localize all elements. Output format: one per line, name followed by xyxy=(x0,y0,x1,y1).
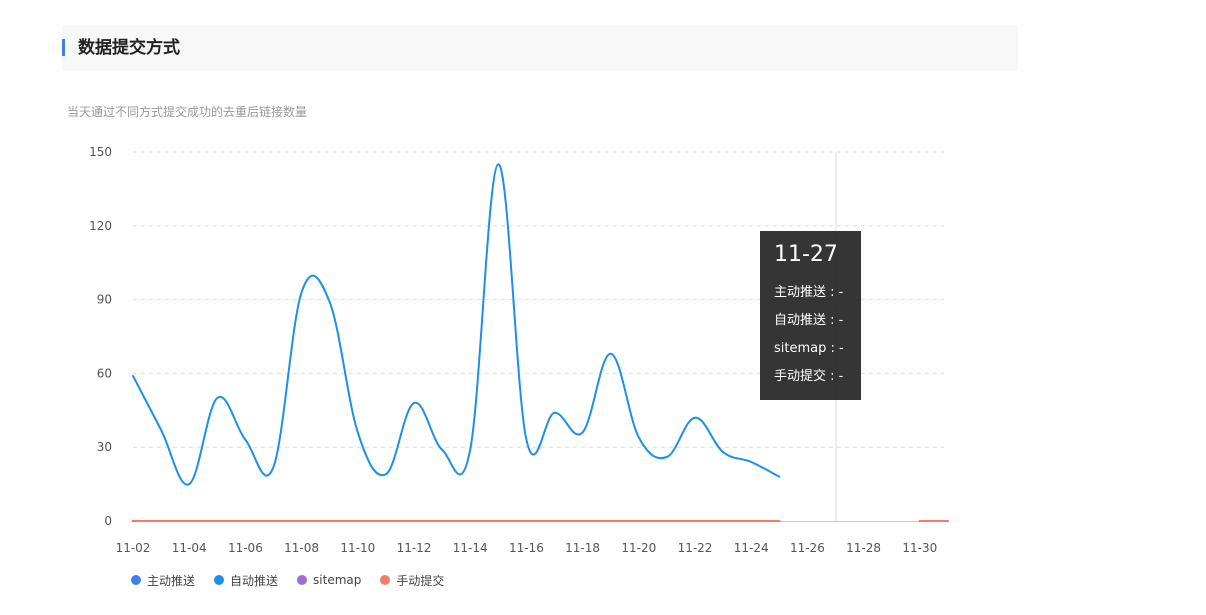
legend-dot-icon xyxy=(380,575,391,585)
y-tick-label: 150 xyxy=(89,145,112,159)
x-tick-label: 11-18 xyxy=(565,541,600,555)
x-tick-label: 11-26 xyxy=(790,541,825,555)
x-tick-label: 11-28 xyxy=(846,541,881,555)
legend-dot-icon xyxy=(131,575,141,585)
tooltip-row-manual: 手动提交 : - xyxy=(774,369,844,384)
x-tick-label: 11-24 xyxy=(734,541,769,555)
y-tick-label: 0 xyxy=(104,514,112,528)
legend-label: 主动推送 xyxy=(147,573,196,588)
x-tick-label: 11-08 xyxy=(284,541,319,555)
y-tick-label: 120 xyxy=(89,219,112,233)
legend-label: sitemap xyxy=(313,573,362,587)
legend-label: 自动推送 xyxy=(230,573,279,588)
legend-item-sitemap[interactable]: sitemap xyxy=(297,573,361,587)
section-title: 数据提交方式 xyxy=(78,38,180,58)
x-axis: 11-02 11-04 11-06 11-08 11-10 11-12 11-14 11-16… xyxy=(116,521,944,555)
x-tick-label: 11-16 xyxy=(509,541,544,555)
x-tick-label: 11-06 xyxy=(228,541,263,555)
y-tick-label: 90 xyxy=(97,293,112,307)
tooltip: 11-27 主动推送 : - 自动推送 : - sitemap : - 手动提交… xyxy=(760,231,861,400)
legend-label: 手动提交 xyxy=(396,573,445,588)
header-accent-bar xyxy=(62,39,65,56)
tooltip-title: 11-27 xyxy=(774,242,838,267)
chart-subtitle: 当天通过不同方式提交成功的去重后链接数量 xyxy=(67,105,308,119)
tooltip-row-auto-push: 自动推送 : - xyxy=(774,313,844,328)
x-tick-label: 11-20 xyxy=(621,541,656,555)
legend-item-auto-push[interactable]: 自动推送 xyxy=(214,572,278,589)
chart-legend: 主动推送 自动推送 sitemap 手动提交 xyxy=(131,572,463,588)
x-tick-label: 11-14 xyxy=(453,541,488,555)
tooltip-row-sitemap: sitemap : - xyxy=(774,341,844,356)
legend-dot-icon xyxy=(297,575,308,585)
x-tick-label: 11-22 xyxy=(678,541,713,555)
x-tick-label: 11-10 xyxy=(340,541,375,555)
series-line-1 xyxy=(132,163,781,486)
x-tick-label: 11-02 xyxy=(116,541,151,555)
series-lines xyxy=(132,163,949,522)
y-tick-label: 60 xyxy=(97,366,112,380)
x-tick-label: 11-04 xyxy=(172,541,207,555)
y-axis: 0 30 60 90 120 150 xyxy=(89,145,112,528)
legend-dot-icon xyxy=(214,575,225,585)
section-header: 数据提交方式 xyxy=(62,25,1018,71)
tooltip-row-active-push: 主动推送 : - xyxy=(774,285,844,300)
legend-item-active-push[interactable]: 主动推送 xyxy=(131,572,195,589)
x-tick-label: 11-12 xyxy=(397,541,432,555)
legend-item-manual[interactable]: 手动提交 xyxy=(380,572,444,589)
y-tick-label: 30 xyxy=(97,440,112,454)
x-tick-label: 11-30 xyxy=(902,541,937,555)
